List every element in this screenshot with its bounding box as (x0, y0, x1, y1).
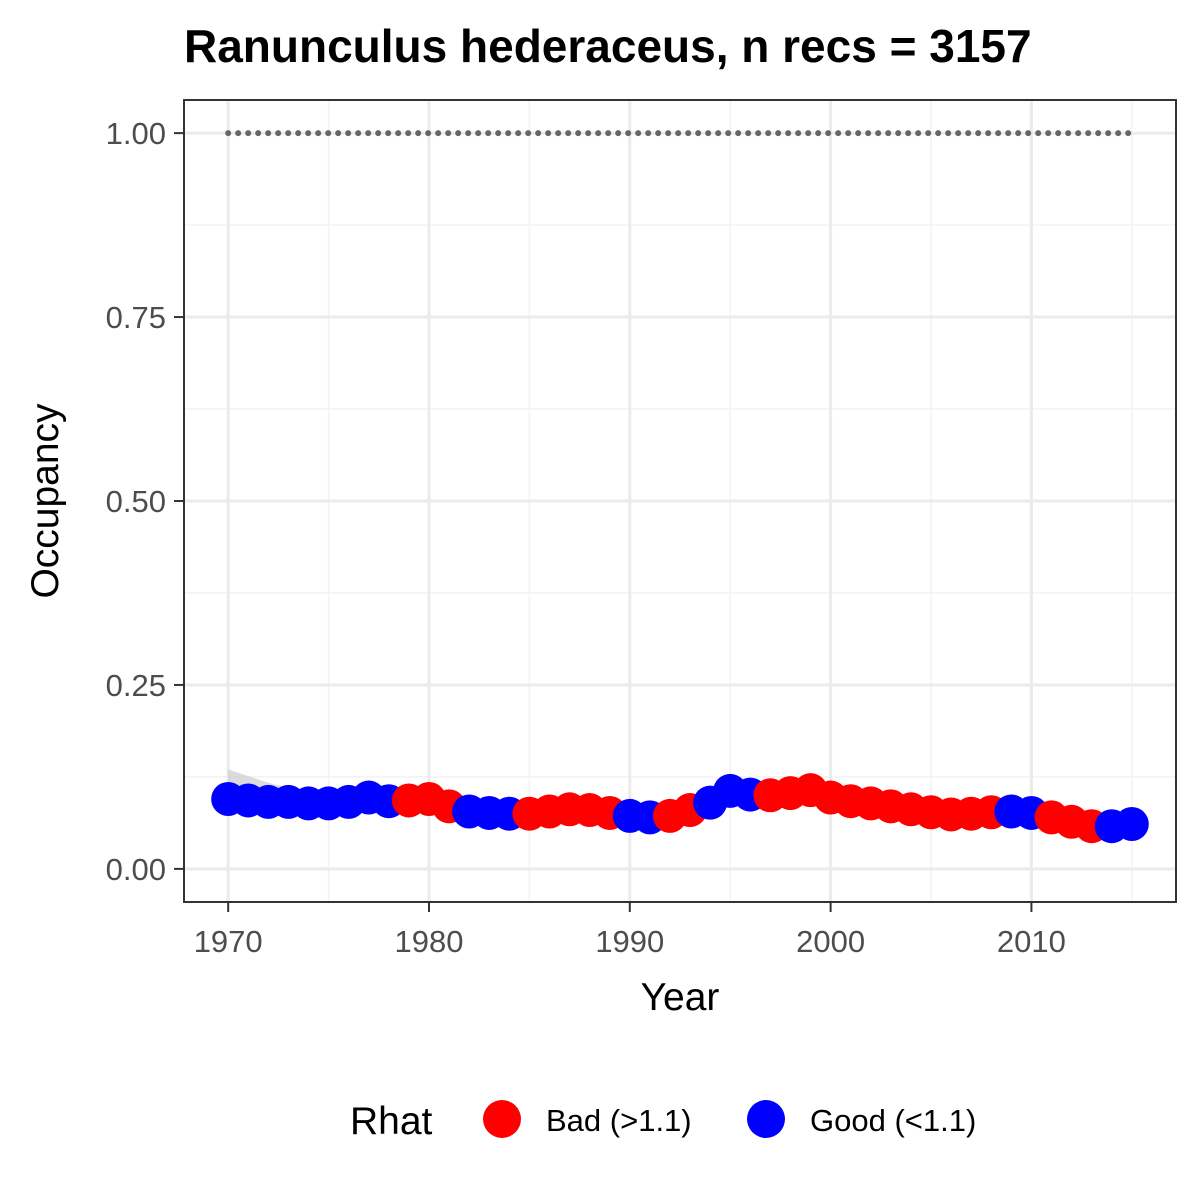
y-axis: 0.00 0.25 0.50 0.75 1.00 (106, 116, 184, 887)
data-point-good (1114, 807, 1149, 842)
y-tick-label: 1.00 (106, 116, 166, 151)
x-tick-label: 1990 (595, 924, 664, 959)
y-tick-label: 0.50 (106, 484, 166, 519)
x-tick-label: 2010 (997, 924, 1066, 959)
legend-title: Rhat (350, 1100, 433, 1143)
grid-lines (184, 100, 1176, 902)
legend-label-bad: Bad (>1.1) (546, 1103, 692, 1138)
legend-label-good: Good (<1.1) (810, 1103, 976, 1138)
x-axis-title: Year (641, 976, 720, 1019)
y-tick-label: 0.00 (106, 852, 166, 887)
x-tick-label: 2000 (796, 924, 865, 959)
x-axis: 1970 1980 1990 2000 2010 (194, 902, 1066, 959)
y-tick-label: 0.75 (106, 300, 166, 335)
data-points (211, 773, 1149, 844)
legend-key-good (747, 1100, 785, 1138)
x-tick-label: 1970 (194, 924, 263, 959)
legend-key-bad (483, 1100, 521, 1138)
y-axis-title: Occupancy (24, 403, 67, 599)
y-tick-label: 0.25 (106, 668, 166, 703)
legend: Rhat Bad (>1.1) Good (<1.1) (350, 1100, 976, 1143)
chart-title: Ranunculus hederaceus, n recs = 3157 (184, 20, 1032, 72)
x-tick-label: 1980 (395, 924, 464, 959)
